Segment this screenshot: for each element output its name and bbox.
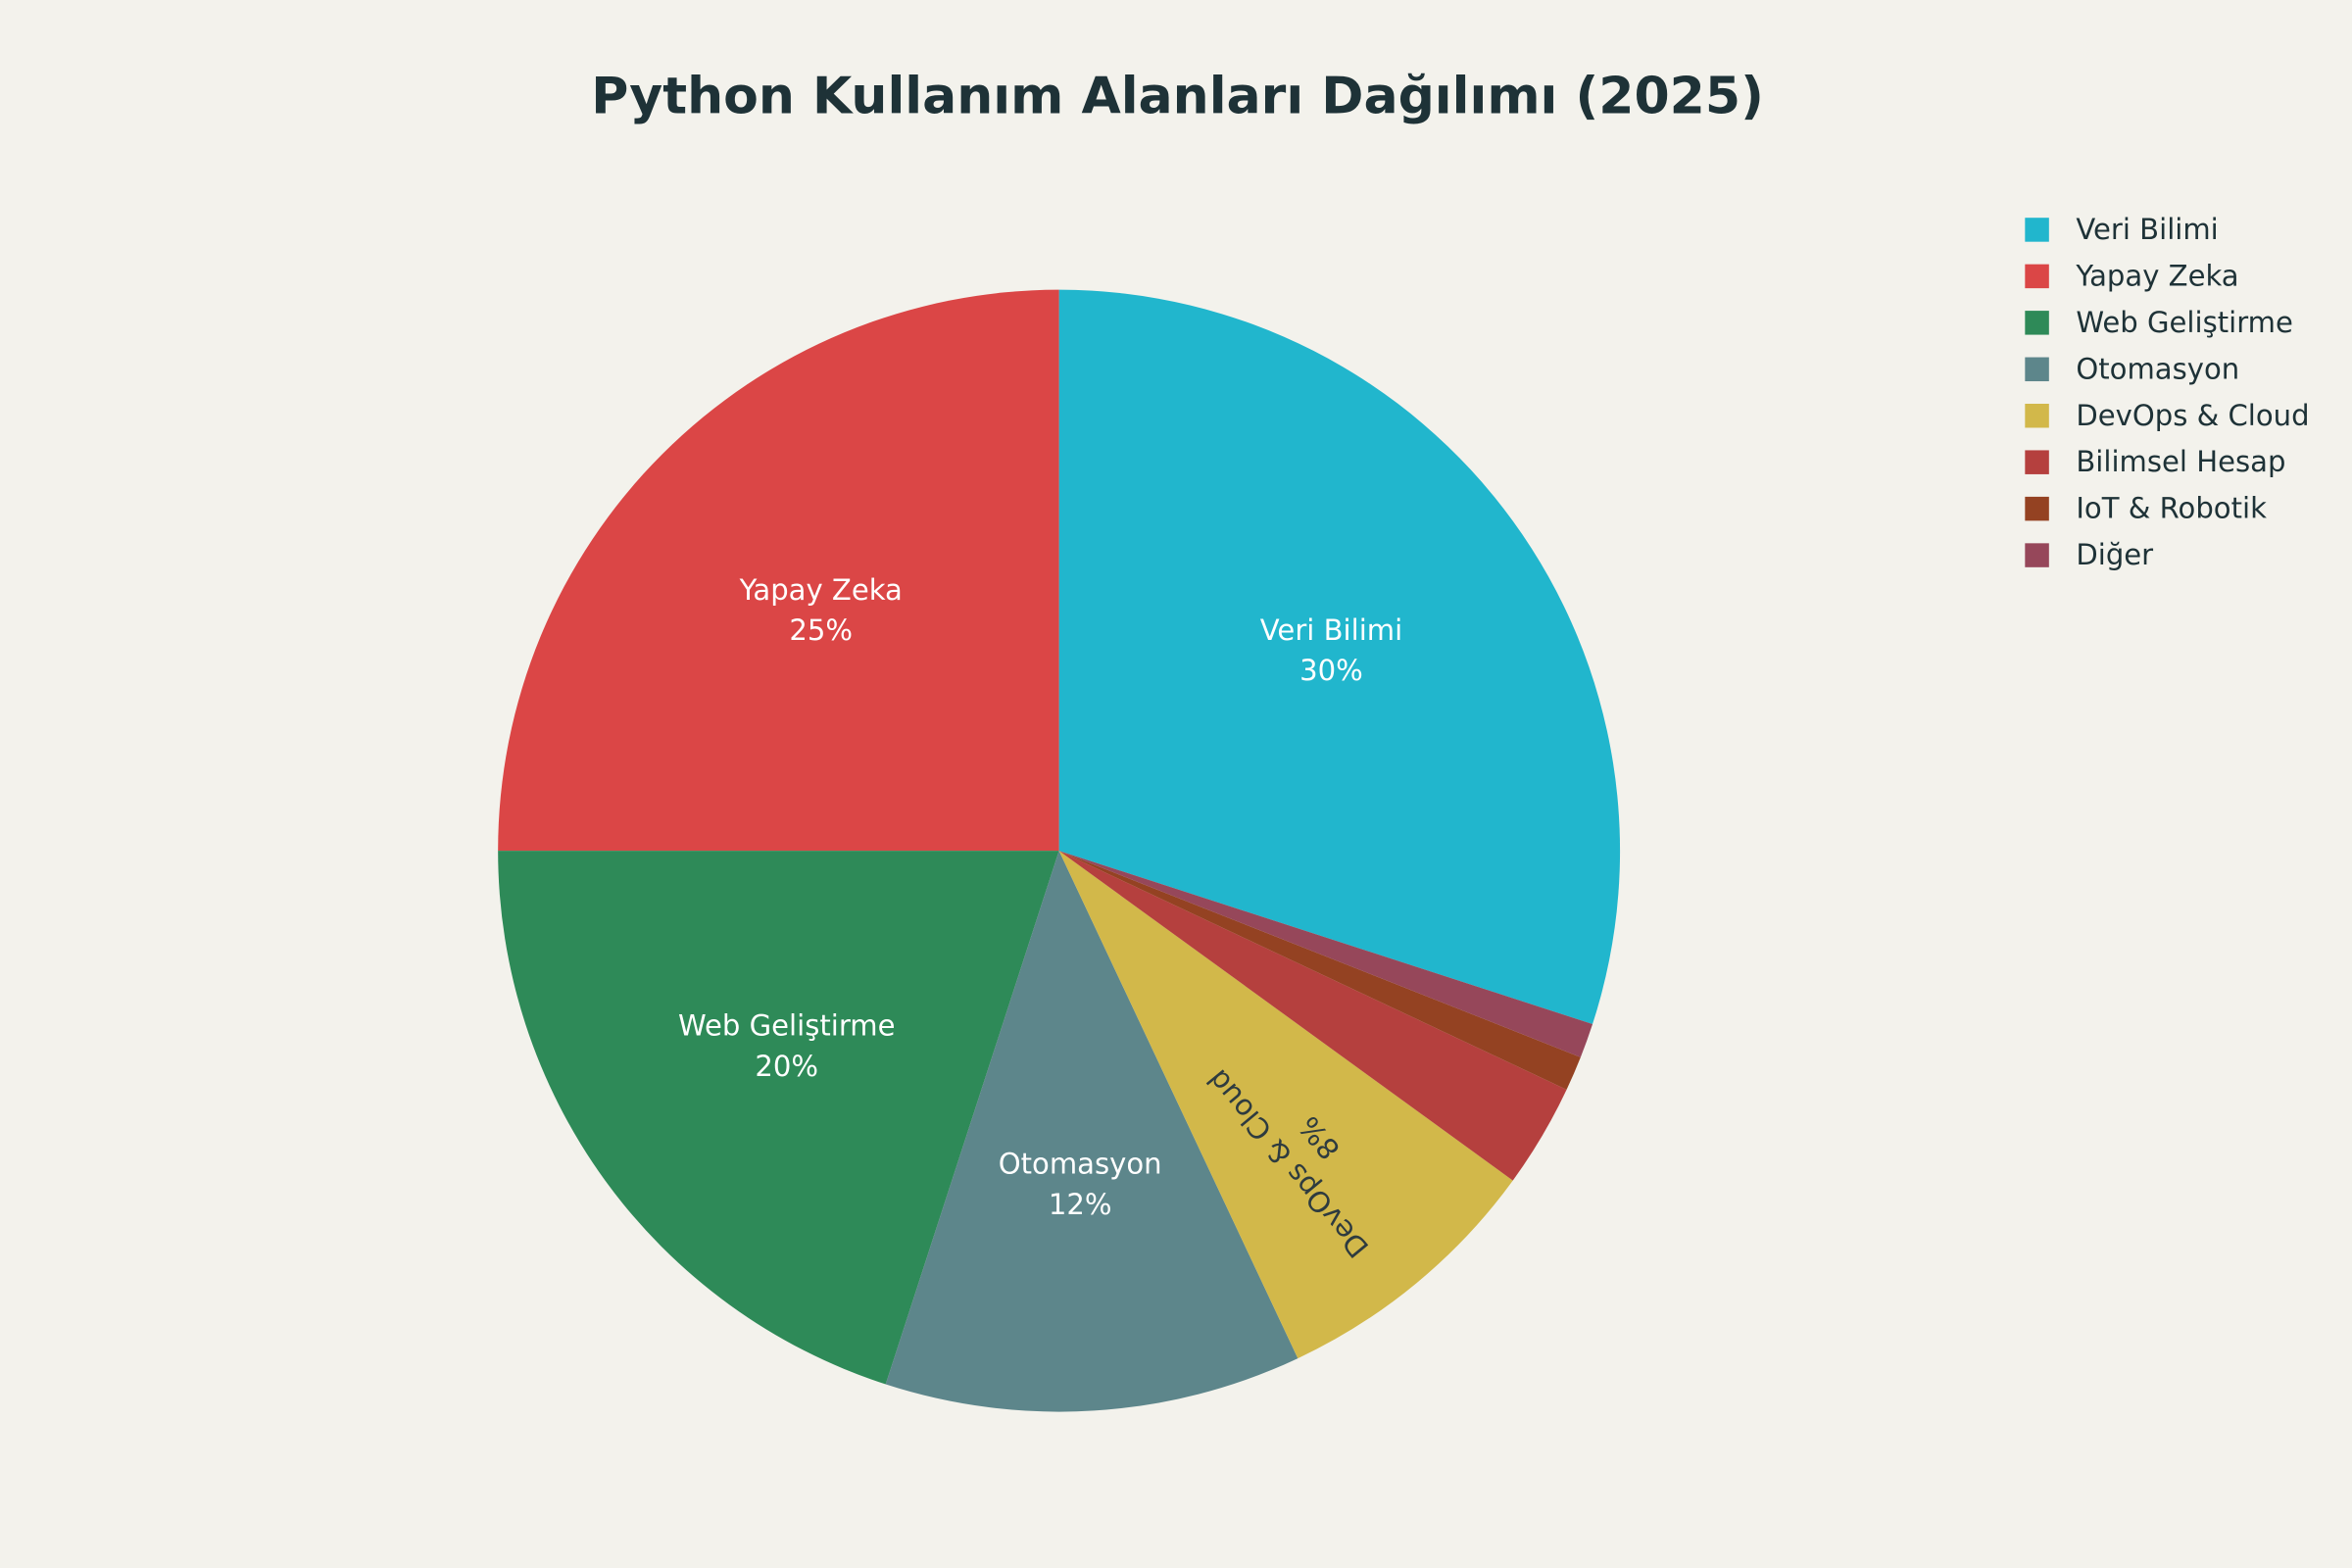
slice-label: Otomasyon 12% [999, 1147, 1162, 1220]
legend-swatch [2025, 543, 2049, 567]
legend-swatch [2025, 264, 2049, 289]
legend-swatch [2025, 450, 2049, 474]
slice-label-value: 12% [1049, 1188, 1112, 1221]
chart-title: Python Kullanım Alanları Dağılımı (2025) [591, 67, 1764, 125]
pie-slice [1058, 851, 1581, 1090]
pie-slice [1058, 851, 1593, 1057]
slice-label: Veri Bilimi 30% [1260, 613, 1402, 687]
slice-label: Yapay Zeka 25% [739, 573, 903, 647]
legend-label: Otomasyon [2076, 352, 2239, 385]
slice-label-value: 25% [789, 613, 853, 647]
pie-slice [498, 851, 1059, 1385]
slice-label-value: 30% [1299, 654, 1363, 687]
legend-label: Veri Bilimi [2076, 213, 2218, 246]
slice-label-name: Web Geliştirme [678, 1009, 896, 1043]
legend-label: DevOps & Cloud [2076, 399, 2309, 432]
legend-label: Diğer [2076, 538, 2153, 571]
legend-swatch [2025, 496, 2049, 521]
slice-label-name: Veri Bilimi [1260, 613, 1402, 647]
pie-slice [1058, 851, 1513, 1359]
legend-swatch [2025, 311, 2049, 335]
slice-label-name: Yapay Zeka [739, 573, 903, 607]
legend-label: Yapay Zeka [2075, 259, 2238, 292]
slice-label-name: Otomasyon [999, 1147, 1162, 1180]
slice-label-value: 20% [755, 1050, 818, 1083]
pie-slice [885, 851, 1298, 1412]
slice-label: Web Geliştirme 20% [678, 1009, 896, 1083]
pie-slice [1058, 851, 1567, 1181]
legend-swatch [2025, 403, 2049, 428]
pie-slice [498, 289, 1059, 852]
pie-slice [1058, 289, 1621, 1025]
legend-swatch [2025, 218, 2049, 242]
legend-label: Web Geliştirme [2076, 306, 2293, 339]
legend-label: IoT & Robotik [2076, 492, 2267, 525]
legend-swatch [2025, 357, 2049, 382]
legend-label: Bilimsel Hesap [2076, 445, 2285, 478]
